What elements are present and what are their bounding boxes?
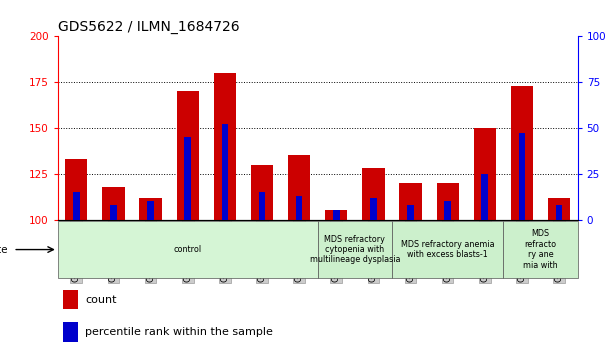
Bar [63,290,77,309]
Text: GDS5622 / ILMN_1684726: GDS5622 / ILMN_1684726 [58,20,240,34]
Bar [258,192,265,220]
Bar [58,221,317,278]
Bar [73,192,80,220]
Bar [65,159,88,220]
Text: MDS refractory
cytopenia with
multilineage dysplasia: MDS refractory cytopenia with multilinea… [309,234,400,265]
Bar [184,137,191,220]
Bar [63,322,77,342]
Bar [110,205,117,220]
Bar [474,128,496,220]
Bar [102,187,125,220]
Bar [221,124,228,220]
Bar [333,211,340,220]
Text: MDS refractory anemia
with excess blasts-1: MDS refractory anemia with excess blasts… [401,240,494,259]
Bar [407,205,414,220]
Bar [295,196,302,220]
Text: percentile rank within the sample: percentile rank within the sample [85,327,273,337]
Bar [214,73,236,220]
Text: MDS
refracto
ry ane
mia with: MDS refracto ry ane mia with [523,229,558,270]
Text: count: count [85,295,117,305]
Bar [325,211,347,220]
Bar [511,86,533,220]
Bar [139,197,162,220]
Bar [548,197,570,220]
Bar [176,91,199,220]
Bar [370,197,377,220]
Bar [251,164,273,220]
Bar [444,201,451,220]
Bar [437,183,459,220]
Bar [392,221,503,278]
Bar [362,168,384,220]
Bar [503,221,578,278]
Text: control: control [174,245,202,254]
Bar [482,174,488,220]
Bar [519,134,525,220]
Bar [399,183,421,220]
Bar [288,155,310,220]
Bar [556,205,562,220]
Text: disease state: disease state [0,245,8,254]
Bar [317,221,392,278]
Bar [147,201,154,220]
